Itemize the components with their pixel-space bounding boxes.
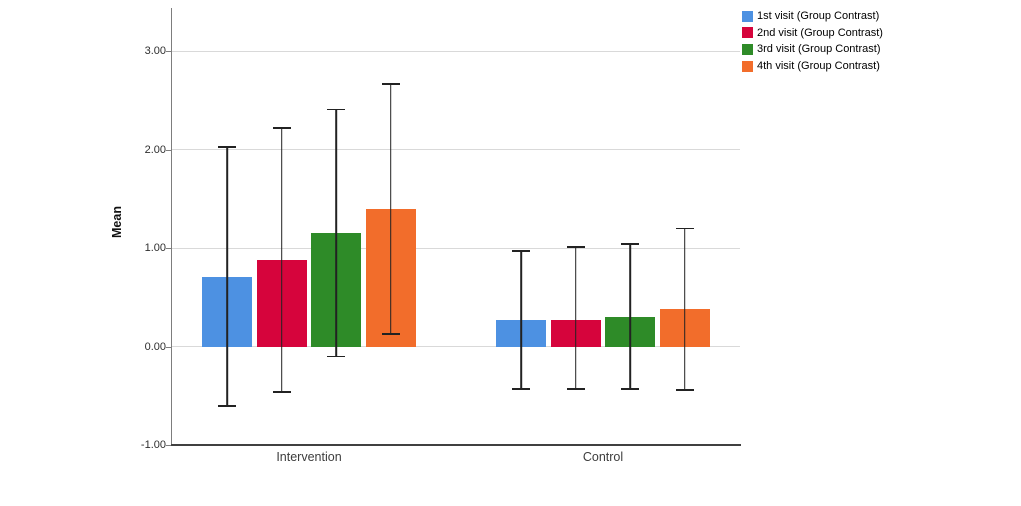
gridline [172, 247, 740, 249]
legend-item: 2nd visit (Group Contrast) [742, 25, 883, 42]
error-bar [512, 250, 531, 390]
x-category-label: Intervention [276, 450, 342, 464]
y-tick-mark [166, 248, 171, 250]
y-tick-label: 1.00 [144, 242, 166, 255]
error-bar-cap-bottom [327, 355, 346, 358]
error-bar-cap-bottom [218, 405, 237, 407]
y-tick-mark [166, 445, 171, 446]
error-bar-stem [280, 127, 283, 393]
error-bar-cap-top [566, 246, 585, 248]
legend-item: 4th visit (Group Contrast) [742, 58, 883, 75]
y-tick-label: 0.00 [144, 340, 166, 353]
legend-item-label: 3rd visit (Group Contrast) [757, 43, 881, 56]
error-bar-cap-bottom [675, 389, 694, 391]
y-axis-line [170, 8, 173, 446]
error-bar-cap-bottom [621, 388, 640, 390]
error-bar [381, 82, 400, 335]
error-bar [272, 127, 291, 393]
error-bar [675, 227, 694, 391]
legend-swatch [742, 60, 753, 72]
error-bar-cap-bottom [566, 388, 585, 390]
x-category-label: Control [582, 450, 624, 464]
gridline [172, 346, 740, 348]
error-bar [621, 243, 640, 390]
x-axis-line [170, 444, 741, 446]
error-bar-cap-bottom [272, 391, 291, 393]
y-tick-label: 2.00 [144, 143, 166, 156]
gridline [172, 50, 740, 52]
legend-item: 3rd visit (Group Contrast) [742, 41, 883, 58]
error-bar-stem [226, 145, 229, 407]
y-tick-label: 3.00 [144, 45, 166, 58]
error-bar-stem [520, 250, 523, 390]
error-bar-stem [574, 246, 577, 390]
error-bar-cap-bottom [381, 333, 400, 335]
legend-swatch [742, 10, 753, 22]
y-tick-label: -1.00 [140, 439, 166, 451]
error-bar-stem [629, 243, 632, 390]
legend-item-label: 2nd visit (Group Contrast) [757, 26, 883, 39]
error-bar [218, 145, 237, 407]
error-bar-cap-top [381, 82, 400, 85]
legend-item-label: 1st visit (Group Contrast) [757, 10, 880, 23]
error-bar-cap-bottom [512, 388, 531, 390]
error-bar [327, 108, 346, 358]
y-axis-title: Mean [110, 206, 124, 238]
error-bar-cap-top [512, 250, 531, 252]
error-bar-cap-top [621, 243, 640, 245]
error-bar-cap-top [218, 145, 237, 148]
legend: 1st visit (Group Contrast) 2nd visit (Gro… [742, 8, 883, 74]
error-bar [566, 246, 585, 390]
legend-item: 1st visit (Group Contrast) [742, 8, 883, 25]
error-bar-cap-top [675, 227, 694, 230]
y-tick-mark [166, 346, 171, 348]
error-bar-stem [683, 227, 686, 391]
error-bar-stem [335, 108, 338, 358]
plot-area [172, 8, 740, 445]
error-bar-cap-top [272, 127, 291, 129]
legend-swatch [742, 43, 753, 55]
error-bar-cap-top [327, 108, 346, 111]
y-tick-mark [166, 51, 171, 53]
error-bar-stem [389, 82, 392, 335]
gridline [172, 149, 740, 151]
legend-swatch [742, 27, 753, 39]
legend-item-label: 4th visit (Group Contrast) [757, 60, 880, 73]
y-tick-mark [166, 149, 171, 151]
